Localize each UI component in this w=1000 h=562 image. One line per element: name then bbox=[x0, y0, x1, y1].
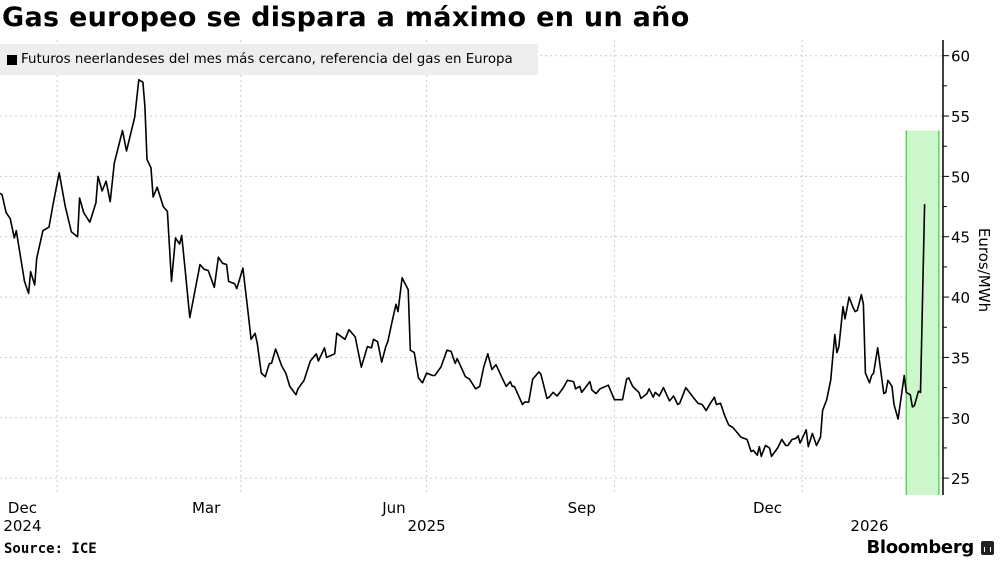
x-tick-label: Dec bbox=[753, 499, 782, 517]
legend-swatch bbox=[7, 54, 17, 65]
legend: Futuros neerlandeses del mes más cercano… bbox=[0, 44, 538, 75]
data-points bbox=[0, 80, 925, 457]
y-tick-label: 50 bbox=[951, 168, 970, 186]
bloomberg-chart-icon bbox=[981, 541, 994, 555]
x-tick-label: Dec bbox=[8, 499, 37, 517]
source-note: Source: ICE bbox=[4, 541, 97, 557]
x-tick-label: Mar bbox=[192, 499, 221, 517]
bloomberg-logo: Bloomberg bbox=[866, 537, 974, 558]
series-line bbox=[0, 79, 926, 458]
gridlines bbox=[0, 40, 943, 495]
y-tick-label: 40 bbox=[951, 289, 970, 307]
y-tick-label: 35 bbox=[951, 349, 970, 367]
legend-label: Futuros neerlandeses del mes más cercano… bbox=[21, 52, 513, 67]
y-tick-label: 55 bbox=[951, 108, 970, 126]
y-tick-label: 25 bbox=[951, 470, 970, 488]
x-tick-label: Jun bbox=[381, 499, 405, 517]
x-year-label: 2025 bbox=[408, 517, 446, 535]
x-tick-label: Sep bbox=[568, 499, 596, 517]
y-tick-label: 30 bbox=[951, 410, 970, 428]
y-tick-label: 60 bbox=[951, 48, 970, 66]
x-year-label: 2024 bbox=[3, 517, 41, 535]
chart-title: Gas europeo se dispara a máximo en un añ… bbox=[2, 2, 690, 33]
y-axis: 25 30 35 40 45 50 55 60 bbox=[942, 40, 970, 495]
y-tick-label: 45 bbox=[951, 229, 970, 247]
y-axis-label: Euros/MWh bbox=[975, 228, 993, 312]
x-year-label: 2026 bbox=[850, 517, 888, 535]
